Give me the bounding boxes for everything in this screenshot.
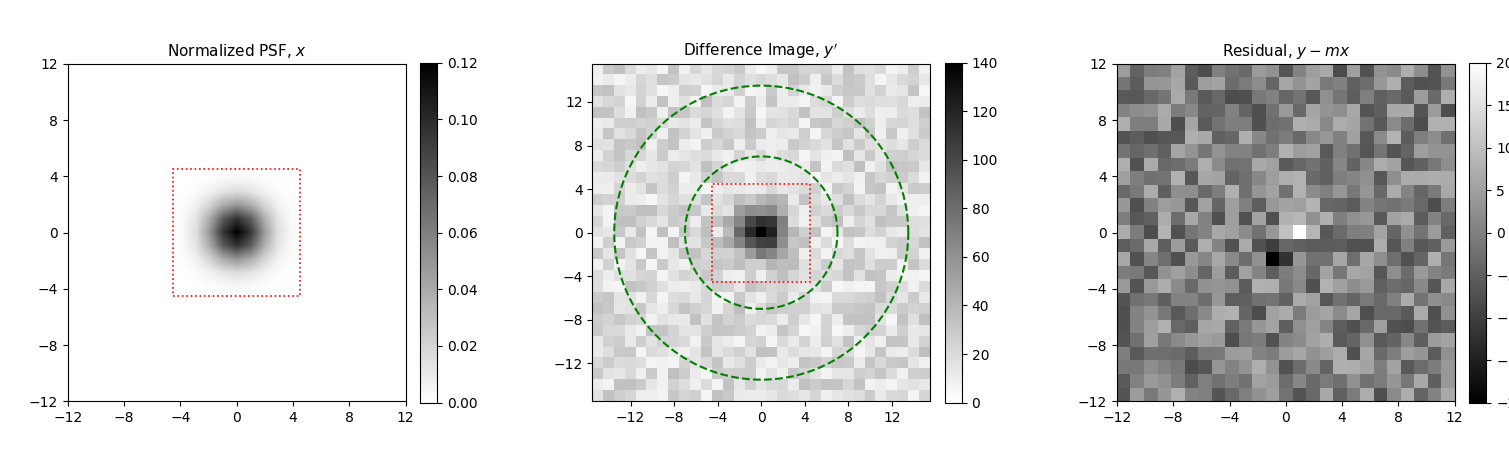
Title: Normalized PSF, $x$: Normalized PSF, $x$ [166,41,306,60]
Title: Residual, $y - mx$: Residual, $y - mx$ [1221,41,1351,61]
Bar [174,169,300,296]
Bar [712,184,810,282]
Title: Difference Image, $y'$: Difference Image, $y'$ [684,41,839,61]
